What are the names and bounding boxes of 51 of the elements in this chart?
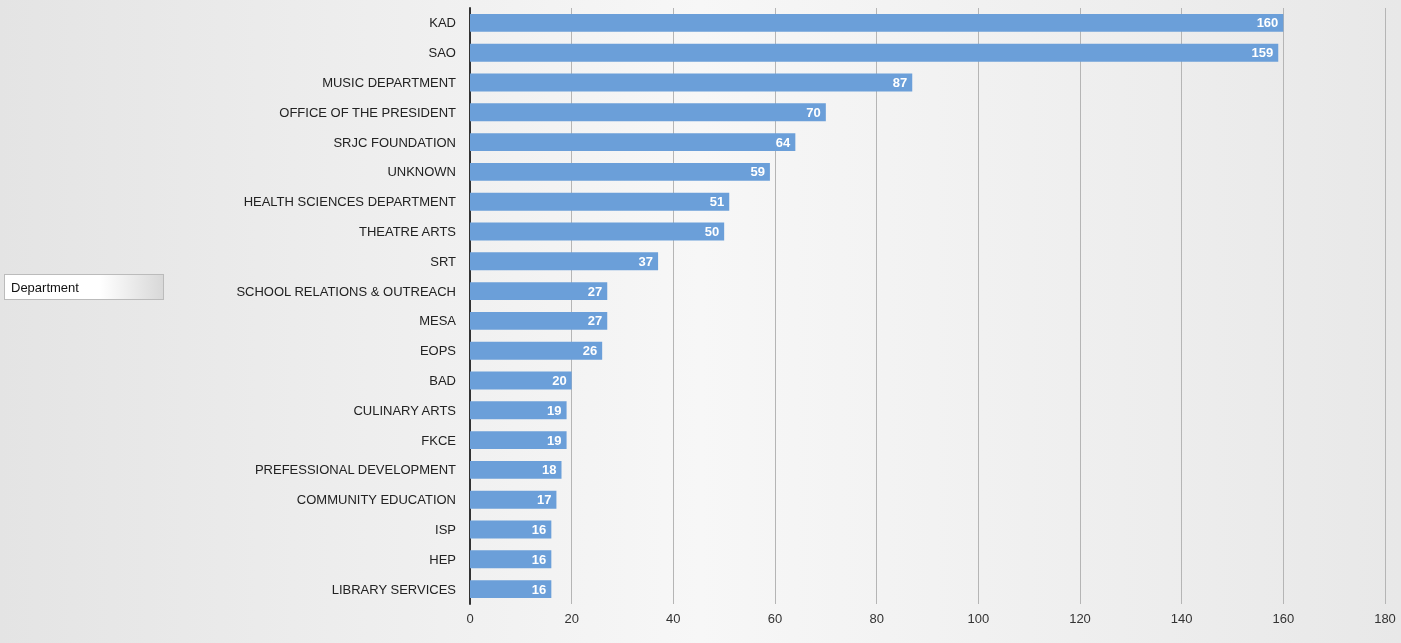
y-tick-label: HEALTH SCIENCES DEPARTMENT bbox=[243, 194, 457, 210]
y-tick-label: ISP bbox=[435, 522, 456, 537]
text: Department bbox=[4, 274, 164, 300]
y-tick-label: SRJC FOUNDATION bbox=[333, 134, 456, 150]
x-tick-label: 40 bbox=[666, 611, 681, 626]
data-label: 27 bbox=[587, 283, 603, 299]
data-label: 18 bbox=[542, 462, 557, 478]
data-label: 16 bbox=[531, 581, 547, 597]
x-tick-label: 60 bbox=[767, 611, 783, 626]
x-tick-label: 160 bbox=[1272, 611, 1295, 626]
data-label: 19 bbox=[547, 402, 562, 418]
data-label: 159 bbox=[1251, 45, 1274, 61]
y-tick-label: COMMUNITY EDUCATION bbox=[296, 492, 456, 508]
data-label: 160 bbox=[1256, 15, 1279, 31]
x-tick-label: 180 bbox=[1374, 611, 1396, 626]
data-label: 27 bbox=[587, 313, 603, 329]
y-tick-label: OFFICE OF THE PRESIDENT bbox=[279, 104, 457, 120]
y-tick-label: UNKNOWN bbox=[387, 164, 456, 180]
y-tick-label: EOPS bbox=[419, 343, 457, 359]
y-tick-label: PREFESSIONAL DEVELOPMENT bbox=[254, 462, 457, 478]
data-label: 70 bbox=[806, 104, 821, 120]
y-tick-label: SCHOOL RELATIONS & OUTREACH bbox=[236, 283, 456, 299]
y-tick-label: CULINARY ARTS bbox=[353, 402, 457, 418]
y-tick-label: THEATRE ARTS bbox=[358, 224, 457, 239]
y-tick-label: SAO bbox=[428, 45, 456, 61]
y-tick-label: MESA bbox=[419, 313, 457, 329]
y-tick-label: BAD bbox=[429, 373, 456, 388]
x-tick-label: 140 bbox=[1170, 611, 1193, 626]
x-tick-label: 80 bbox=[869, 611, 884, 626]
y-tick-label: MUSIC DEPARTMENT bbox=[322, 75, 457, 90]
data-label: 37 bbox=[638, 253, 654, 269]
x-tick-label: 100 bbox=[967, 611, 990, 626]
x-tick-label: 0 bbox=[466, 611, 474, 626]
data-label: 20 bbox=[552, 373, 567, 388]
data-label: 87 bbox=[892, 75, 908, 90]
y-tick-label: HEP bbox=[429, 551, 456, 567]
data-label: 19 bbox=[547, 432, 562, 448]
data-label: 50 bbox=[704, 224, 720, 239]
data-label: 26 bbox=[582, 343, 598, 359]
y-tick-label: LIBRARY SERVICES bbox=[331, 581, 457, 597]
y-tick-label: FKCE bbox=[421, 432, 457, 448]
x-tick-label: 120 bbox=[1069, 611, 1091, 626]
y-tick-label: SRT bbox=[430, 253, 457, 269]
data-label: 16 bbox=[531, 522, 547, 537]
y-tick-label: KAD bbox=[429, 15, 456, 31]
data-label: 59 bbox=[750, 164, 765, 180]
data-label: 16 bbox=[531, 551, 547, 567]
x-tick-label: 20 bbox=[564, 611, 579, 626]
data-label: 64 bbox=[775, 134, 792, 150]
data-label: 51 bbox=[709, 194, 725, 210]
data-label: 17 bbox=[536, 492, 552, 508]
